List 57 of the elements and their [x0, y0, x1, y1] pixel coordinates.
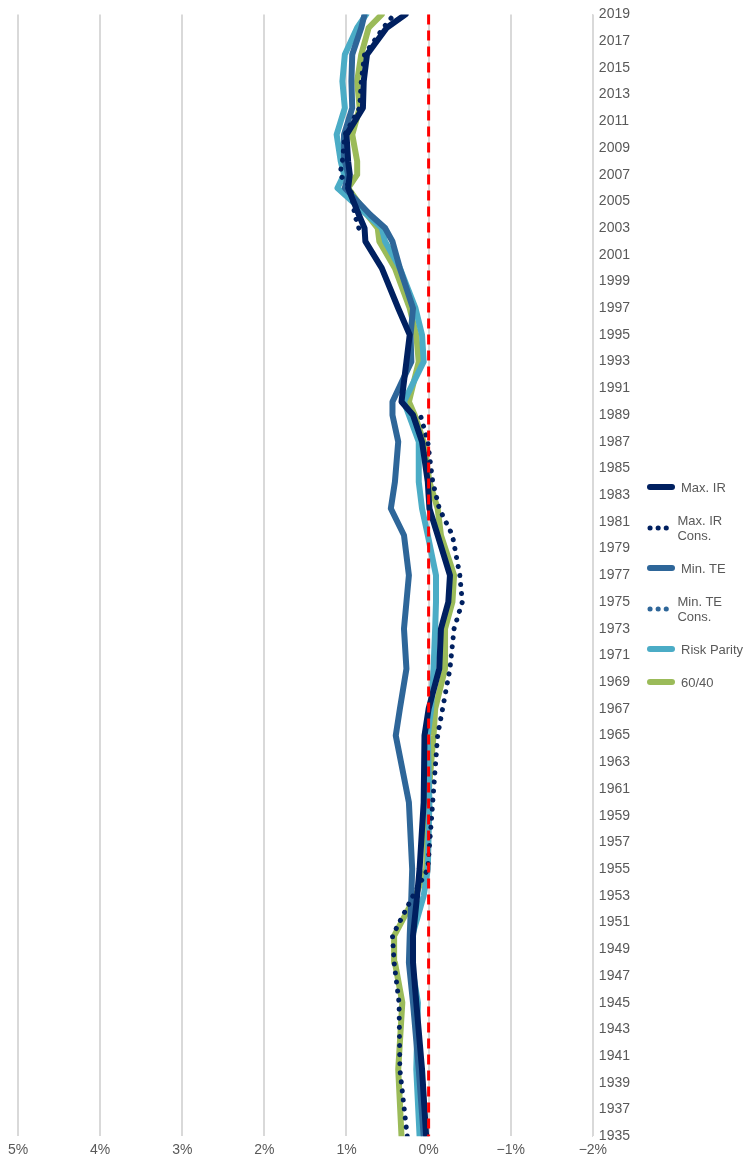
- y-tick-label: 1981: [598, 512, 631, 529]
- legend-label: Risk Parity: [681, 641, 744, 657]
- y-tick-label: 1987: [598, 432, 631, 449]
- y-tick-label: 1953: [598, 886, 631, 903]
- x-tick-label: 5%: [7, 1141, 29, 1158]
- y-tick-label: 1963: [598, 753, 631, 770]
- y-tick-label: 2007: [598, 165, 631, 182]
- legend-label: Max. IR: [681, 479, 726, 495]
- y-tick-label: 1955: [598, 859, 631, 876]
- y-tick-label: 1959: [598, 806, 631, 823]
- y-tick-label: 1945: [598, 993, 631, 1010]
- x-tick-label: 0%: [418, 1141, 439, 1158]
- x-tick-label: 3%: [172, 1141, 193, 1158]
- y-tick-label: 2009: [598, 138, 631, 155]
- x-tick-label: 2%: [254, 1141, 275, 1158]
- x-tick-label: −2%: [578, 1141, 608, 1158]
- y-tick-label: 1971: [598, 646, 631, 663]
- legend-label: Max. IR Cons.: [677, 512, 724, 543]
- y-tick-label: 1991: [598, 379, 631, 396]
- y-tick-label: 2019: [598, 5, 631, 22]
- y-tick-label: 1961: [598, 779, 631, 796]
- y-tick-label: 2005: [598, 192, 631, 209]
- y-tick-label: 2003: [598, 218, 631, 235]
- y-tick-label: 1999: [598, 272, 631, 289]
- y-tick-label: 1947: [598, 966, 631, 983]
- y-tick-label: 2017: [598, 31, 631, 48]
- y-tick-label: 2015: [598, 58, 631, 75]
- y-tick-label: 1935: [598, 1127, 631, 1144]
- y-tick-label: 1995: [598, 325, 631, 342]
- y-tick-label: 2001: [598, 245, 631, 262]
- y-tick-label: 1943: [598, 1020, 631, 1037]
- x-tick-label: 1%: [336, 1141, 357, 1158]
- y-tick-label: 1967: [598, 699, 631, 716]
- y-tick-label: 1951: [598, 913, 631, 930]
- y-tick-label: 1939: [598, 1073, 631, 1090]
- y-tick-label: 1985: [598, 459, 631, 476]
- y-tick-label: 1957: [598, 833, 631, 850]
- x-tick-label: 4%: [90, 1141, 111, 1158]
- y-tick-label: 1949: [598, 940, 631, 957]
- y-tick-label: 1965: [598, 726, 631, 743]
- y-tick-label: 1983: [598, 486, 631, 503]
- y-tick-label: 1993: [598, 352, 631, 369]
- y-tick-label: 2013: [598, 85, 631, 102]
- y-tick-label: 1941: [598, 1046, 631, 1063]
- y-tick-label: 2011: [598, 112, 630, 129]
- y-tick-label: 1969: [598, 673, 631, 689]
- y-tick-label: 1937: [598, 1100, 631, 1117]
- y-tick-label: 1979: [598, 539, 631, 556]
- y-tick-label: 1989: [598, 405, 631, 422]
- y-tick-label: 1977: [598, 566, 631, 583]
- y-tick-label: 1997: [598, 299, 631, 316]
- legend-label: Min. TE Cons.: [677, 593, 724, 624]
- y-tick-label: 1975: [598, 592, 631, 609]
- x-tick-label: −1%: [496, 1141, 525, 1158]
- legend-label: 60/40: [681, 674, 714, 690]
- y-tick-label: 1973: [598, 619, 631, 636]
- legend-label: Min. TE: [681, 560, 726, 576]
